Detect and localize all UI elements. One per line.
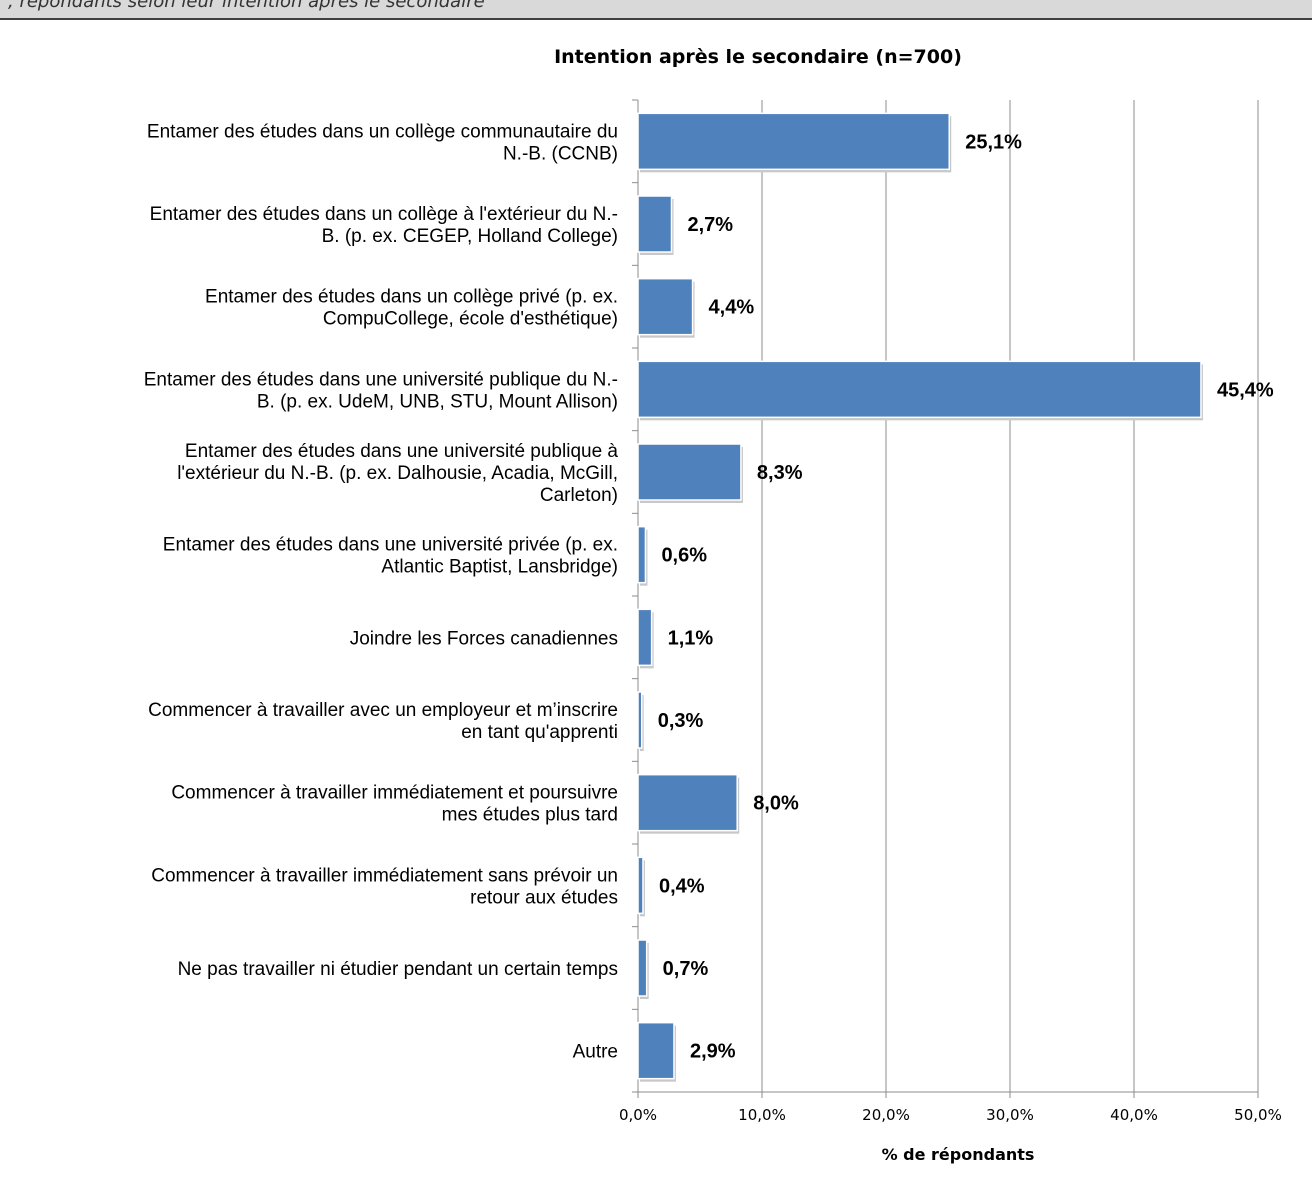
category-label-line: CompuCollege, école d'esthétique) [323,309,618,330]
category-label-line: Entamer des études dans un collège commu… [147,121,618,142]
category-label: Entamer des études dans une université p… [144,369,618,412]
category-label: Entamer des études dans une université p… [177,441,618,506]
category-label: Commencer à travailler immédiatement san… [151,865,618,908]
category-label-line: l'extérieur du N.-B. (p. ex. Dalhousie, … [177,463,618,484]
x-tick-label: 0,0% [619,1106,657,1124]
x-tick-label: 40,0% [1110,1106,1158,1124]
data-label: 0,3% [658,710,704,732]
data-label: 45,4% [1217,379,1274,401]
data-label: 0,7% [663,958,709,980]
category-label-line: Atlantic Baptist, Lansbridge) [381,557,618,578]
category-label-line: Joindre les Forces canadiennes [350,628,618,649]
category-label: Autre [573,1042,618,1063]
category-label-line: mes études plus tard [442,805,618,826]
category-label-line: B. (p. ex. CEGEP, Holland College) [322,226,618,247]
bar [637,773,738,832]
data-label: 0,4% [659,875,705,897]
data-label: 8,0% [753,793,799,815]
data-label: 25,1% [965,131,1022,153]
category-label-line: en tant qu'apprenti [461,722,618,743]
category-label-line: Entamer des études dans une université p… [163,535,618,556]
category-label-line: Entamer des études dans une université p… [185,441,618,462]
category-label-line: Autre [573,1042,618,1063]
category-label-line: Entamer des études dans un collège privé… [205,287,618,308]
category-label-line: Commencer à travailler immédiatement san… [151,865,618,886]
bar [637,691,643,749]
bar [637,856,644,915]
data-label: 1,1% [668,627,714,649]
x-tick-label: 20,0% [862,1106,910,1124]
bar [637,112,950,171]
category-label: Entamer des études dans un collège commu… [147,121,618,164]
category-label: Commencer à travailler immédiatement et … [171,783,618,826]
bar [637,443,742,501]
bar [637,360,1202,419]
data-label: 2,9% [690,1041,736,1063]
header-text: , répondants selon leur intention après … [8,0,485,12]
category-label: Ne pas travailler ni étudier pendant un … [178,959,618,980]
bar [637,939,648,997]
header-band: , répondants selon leur intention après … [0,0,1312,20]
category-label: Joindre les Forces canadiennes [350,628,618,649]
data-label: 2,7% [687,214,733,236]
category-label-line: Entamer des études dans un collège à l'e… [150,204,618,225]
category-label-line: Commencer à travailler avec un employeur… [148,700,618,721]
category-label: Commencer à travailler avec un employeur… [148,700,618,743]
bar [637,277,694,336]
category-label-line: Entamer des études dans une université p… [144,369,618,390]
category-label: Entamer des études dans un collège privé… [205,287,618,330]
category-label-line: Carleton) [540,485,618,506]
bar [637,525,647,584]
category-label: Entamer des études dans un collège à l'e… [150,204,618,247]
data-label: 8,3% [757,462,803,484]
category-label-line: Commencer à travailler immédiatement et … [171,783,618,804]
bar [637,608,653,667]
data-label: 4,4% [709,297,755,319]
x-tick-label: 30,0% [986,1106,1034,1124]
x-tick-label: 50,0% [1234,1106,1282,1124]
bar [637,195,673,253]
category-label-line: B. (p. ex. UdeM, UNB, STU, Mount Allison… [257,391,618,412]
data-label: 0,6% [661,545,707,567]
chart-title: Intention après le secondaire (n=700) [554,46,962,68]
category-label-line: N.-B. (CCNB) [503,143,618,164]
category-label-line: retour aux études [470,887,618,908]
category-label-line: Ne pas travailler ni étudier pendant un … [178,959,618,980]
bar [637,1021,675,1080]
x-axis-label: % de répondants [881,1145,1035,1164]
category-label: Entamer des études dans une université p… [163,535,618,578]
x-tick-label: 10,0% [738,1106,786,1124]
